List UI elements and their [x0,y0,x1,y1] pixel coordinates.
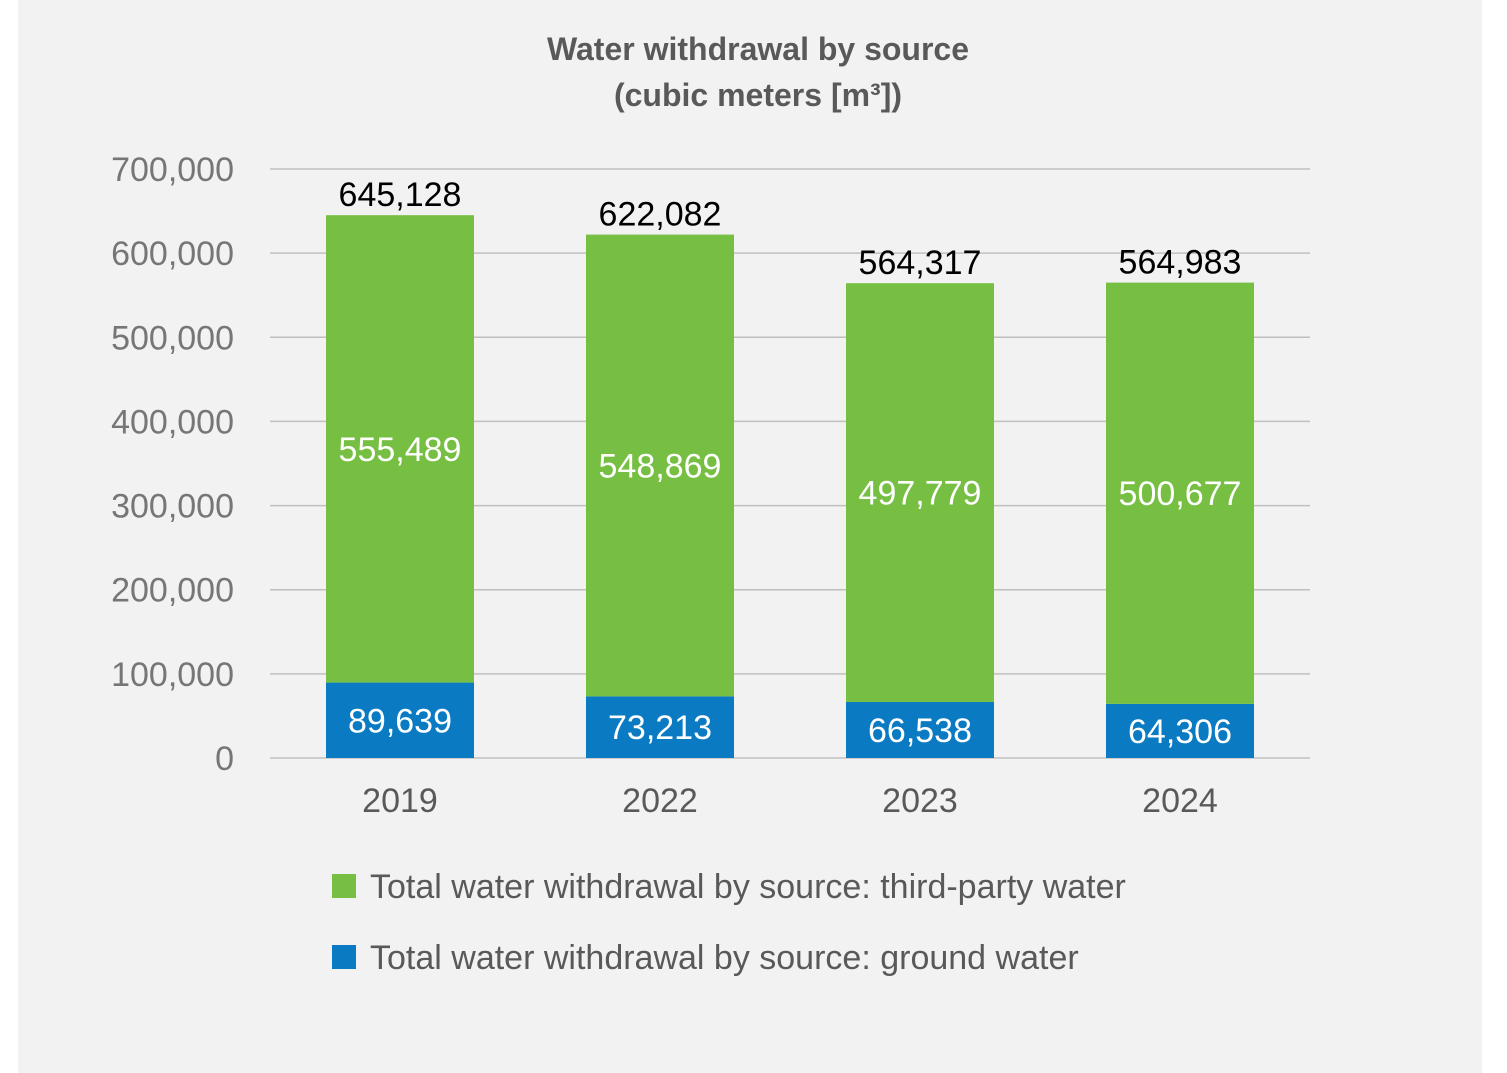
y-tick-label: 700,000 [111,151,234,189]
ground-water-label-2019: 89,639 [348,702,452,740]
x-tick-label-2024: 2024 [1142,782,1218,820]
third-party-water-label-2023: 497,779 [859,475,982,513]
ground-water-label-2022: 73,213 [608,709,712,747]
x-tick-label-2019: 2019 [362,782,438,820]
total-label-2022: 622,082 [599,196,722,234]
total-label-2019: 645,128 [339,176,462,214]
y-tick-label: 100,000 [111,656,234,694]
legend-swatch-2 [332,945,356,969]
third-party-water-label-2024: 500,677 [1119,475,1242,513]
third-party-water-bar-2022 [586,234,734,697]
y-tick-label: 300,000 [111,488,234,526]
third-party-water-bar-2024 [1106,282,1254,704]
third-party-water-bar-2023 [846,283,994,703]
third-party-water-label-2022: 548,869 [599,447,722,485]
total-label-2024: 564,983 [1119,244,1242,282]
chart-title-line-1: Water withdrawal by source [547,31,969,67]
y-tick-label: 200,000 [111,572,234,610]
y-tick-label: 0 [215,740,234,778]
y-tick-label: 600,000 [111,235,234,273]
third-party-water-bar-2019 [326,215,474,683]
ground-water-label-2023: 66,538 [868,712,972,750]
ground-water-bar-2022 [586,696,734,758]
ground-water-bar-2023 [846,702,994,758]
legend-label-2: Total water withdrawal by source: ground… [370,939,1079,977]
third-party-water-label-2019: 555,489 [339,431,462,469]
ground-water-bar-2019 [326,682,474,758]
y-tick-label: 500,000 [111,319,234,357]
legend-label-1: Total water withdrawal by source: third-… [370,868,1126,906]
ground-water-label-2024: 64,306 [1128,713,1232,751]
ground-water-bar-2024 [1106,703,1254,758]
x-tick-label-2023: 2023 [882,782,958,820]
y-tick-label: 400,000 [111,403,234,441]
x-tick-label-2022: 2022 [622,782,698,820]
chart-title-line-2: (cubic meters [m³]) [614,77,902,113]
legend-swatch-1 [332,874,356,898]
total-label-2023: 564,317 [859,244,982,282]
